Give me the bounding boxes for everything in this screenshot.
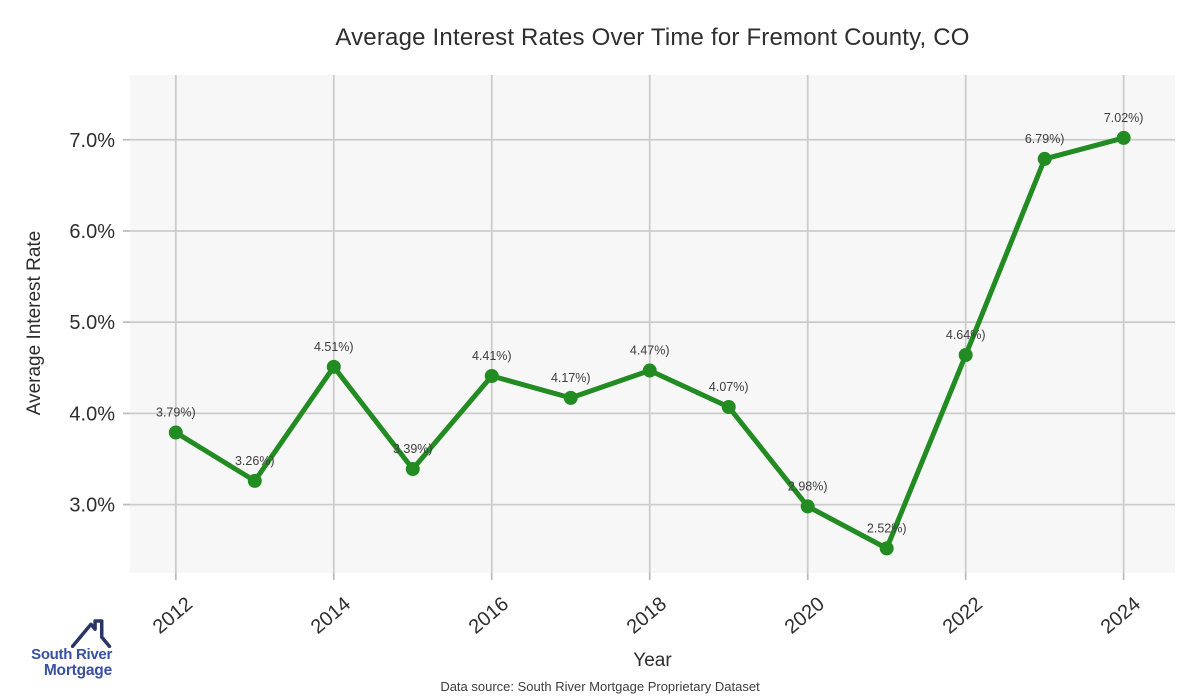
- data-point-label: 4.64%): [946, 328, 986, 342]
- logo: South River Mortgage: [18, 614, 112, 684]
- x-axis-label: Year: [633, 650, 672, 671]
- data-point-label: 4.47%): [630, 344, 670, 358]
- data-point: [800, 499, 815, 514]
- data-point: [247, 473, 262, 488]
- x-tick-label: 2012: [149, 593, 197, 638]
- data-point-label: 4.07%): [709, 380, 749, 394]
- data-point: [879, 541, 894, 556]
- data-point-label: 3.79%): [156, 406, 196, 420]
- logo-text-line2: Mortgage: [43, 662, 112, 679]
- data-point: [484, 368, 499, 383]
- data-point-label: 2.98%): [788, 479, 828, 493]
- data-point: [405, 462, 420, 477]
- data-point-label: 7.02%): [1104, 111, 1144, 125]
- data-point: [326, 359, 341, 374]
- y-tick-label: 3.0%: [69, 495, 115, 517]
- x-tick-label: 2024: [1097, 593, 1145, 638]
- data-point: [1037, 151, 1052, 166]
- data-source-note: Data source: South River Mortgage Propri…: [440, 679, 760, 694]
- data-point: [563, 390, 578, 405]
- data-point-label: 2.52%): [867, 521, 907, 535]
- data-point: [721, 400, 736, 414]
- y-tick-label: 6.0%: [69, 221, 115, 243]
- data-point: [168, 425, 183, 440]
- x-tick-label: 2016: [465, 593, 513, 638]
- data-point-label: 3.26%): [235, 454, 275, 468]
- logo-text-line1: South River: [31, 646, 112, 663]
- x-tick-label: 2020: [781, 593, 829, 638]
- y-tick-label: 5.0%: [69, 312, 115, 334]
- data-point-label: 4.41%): [472, 349, 512, 363]
- data-point-label: 6.79%): [1025, 132, 1065, 146]
- house-roof-icon: [71, 619, 112, 649]
- plot-area: [130, 75, 1175, 573]
- x-tick-label: 2018: [623, 593, 671, 638]
- y-tick-label: 4.0%: [69, 403, 115, 425]
- data-point-label: 4.51%): [314, 340, 354, 354]
- data-point-label: 4.17%): [551, 371, 591, 385]
- y-tick-label: 7.0%: [69, 130, 115, 152]
- x-tick-label: 2022: [939, 593, 987, 638]
- chart-title: Average Interest Rates Over Time for Fre…: [335, 24, 970, 51]
- data-point: [958, 348, 973, 363]
- x-tick-label: 2014: [307, 593, 355, 638]
- data-point: [642, 363, 657, 378]
- data-point-label: 3.39%): [393, 442, 433, 456]
- data-point: [1116, 130, 1131, 145]
